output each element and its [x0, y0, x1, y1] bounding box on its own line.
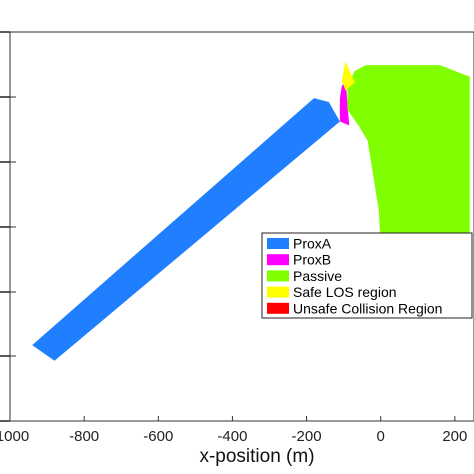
x-tick-label: 0	[377, 428, 385, 445]
x-tick-label: -1000	[0, 428, 29, 445]
x-ticks: -1000-800-600-400-2000200400	[0, 416, 467, 445]
legend-swatch	[267, 286, 289, 298]
region-passive	[347, 65, 470, 250]
legend-swatch	[267, 254, 289, 266]
x-tick-label: -200	[292, 428, 322, 445]
legend-swatch	[267, 270, 289, 282]
legend-label: ProxB	[293, 252, 331, 268]
legend-label: ProxA	[293, 236, 332, 252]
y-ticks	[0, 31, 16, 422]
series-layer	[32, 61, 470, 361]
legend-label: Passive	[293, 268, 342, 284]
legend-label: Unsafe Collision Region	[293, 300, 442, 316]
x-axis-label: x-position (m)	[199, 446, 314, 467]
region-proxa	[32, 98, 340, 361]
region-proxb	[339, 78, 350, 126]
legend-box	[261, 232, 473, 319]
legend-swatch	[267, 238, 289, 249]
legend-swatch	[267, 302, 289, 314]
x-tick-label: -400	[217, 428, 247, 445]
region-safe-los-region	[341, 61, 355, 91]
x-tick-label: -800	[69, 428, 99, 445]
x-tick-label: 200	[442, 428, 467, 445]
legend-label: Safe LOS region	[293, 284, 397, 300]
x-tick-label: -600	[143, 428, 173, 445]
